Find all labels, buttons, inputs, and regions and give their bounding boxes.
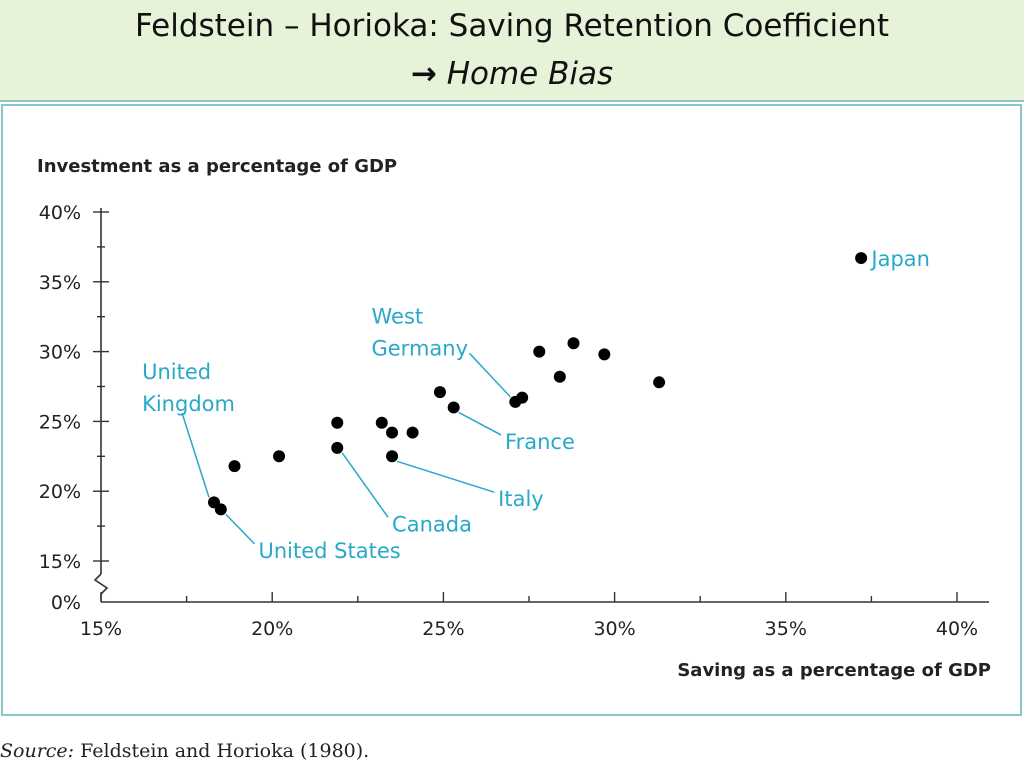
data-point	[516, 391, 529, 404]
y-zero-label: 0%	[51, 592, 81, 614]
slide-title: Feldstein – Horioka: Saving Retention Co…	[135, 8, 889, 44]
data-point	[331, 441, 344, 454]
data-point	[553, 370, 566, 383]
y-tick-label: 15%	[39, 551, 81, 573]
y-tick-label: 20%	[39, 481, 81, 503]
x-axis-label: Saving as a percentage of GDP	[677, 660, 991, 681]
data-point	[386, 450, 399, 463]
data-point	[447, 401, 460, 414]
x-tick-label: 20%	[251, 618, 293, 640]
point-label-france: France	[505, 430, 575, 454]
point-label-west-germany: West	[371, 304, 423, 328]
x-tick-label: 35%	[765, 618, 807, 640]
data-point	[653, 376, 666, 389]
data-point	[386, 426, 399, 439]
point-label-japan: Japan	[869, 247, 930, 271]
source-label: Source:	[0, 740, 75, 762]
data-point	[855, 252, 868, 265]
leader-line	[341, 452, 389, 518]
point-label-united-states: United States	[259, 539, 401, 563]
point-label-italy: Italy	[498, 487, 544, 511]
data-point	[406, 426, 419, 439]
data-point	[533, 345, 546, 358]
leader-line	[458, 411, 502, 436]
leader-line	[225, 513, 256, 545]
point-label-united-kingdom: United	[142, 360, 211, 384]
point-label-united-kingdom: Kingdom	[142, 392, 235, 416]
subtitle-text: Home Bias	[446, 56, 614, 92]
source-note: Source: Feldstein and Horioka (1980).	[0, 740, 369, 762]
leader-line	[181, 412, 210, 498]
data-point	[598, 348, 611, 361]
data-point	[331, 416, 344, 429]
x-tick-label: 30%	[593, 618, 635, 640]
y-axis-label: Investment as a percentage of GDP	[37, 156, 397, 177]
data-point	[273, 450, 286, 463]
y-tick-label: 30%	[39, 342, 81, 364]
leader-line	[396, 460, 495, 493]
y-tick-label: 40%	[39, 202, 81, 224]
y-tick-label: 25%	[39, 411, 81, 433]
data-point	[214, 503, 227, 516]
point-label-canada: Canada	[392, 512, 472, 536]
point-label-west-germany: Germany	[371, 336, 468, 360]
slide-subtitle: → Home Bias	[0, 56, 1024, 92]
x-tick-label: 15%	[80, 618, 122, 640]
data-point	[567, 337, 580, 350]
y-tick-label: 35%	[39, 272, 81, 294]
right-arrow-icon: →	[410, 56, 437, 92]
scatter-chart: Investment as a percentage of GDP Saving …	[37, 156, 991, 681]
x-tick-label: 40%	[936, 618, 978, 640]
leader-line	[468, 352, 511, 398]
data-point	[228, 460, 241, 473]
slide-header: Feldstein – Horioka: Saving Retention Co…	[0, 0, 1024, 102]
chart-panel: Investment as a percentage of GDP Saving …	[1, 104, 1022, 716]
data-point	[375, 416, 388, 429]
data-point	[433, 386, 446, 399]
x-tick-label: 25%	[422, 618, 464, 640]
source-text: Feldstein and Horioka (1980).	[80, 740, 370, 762]
